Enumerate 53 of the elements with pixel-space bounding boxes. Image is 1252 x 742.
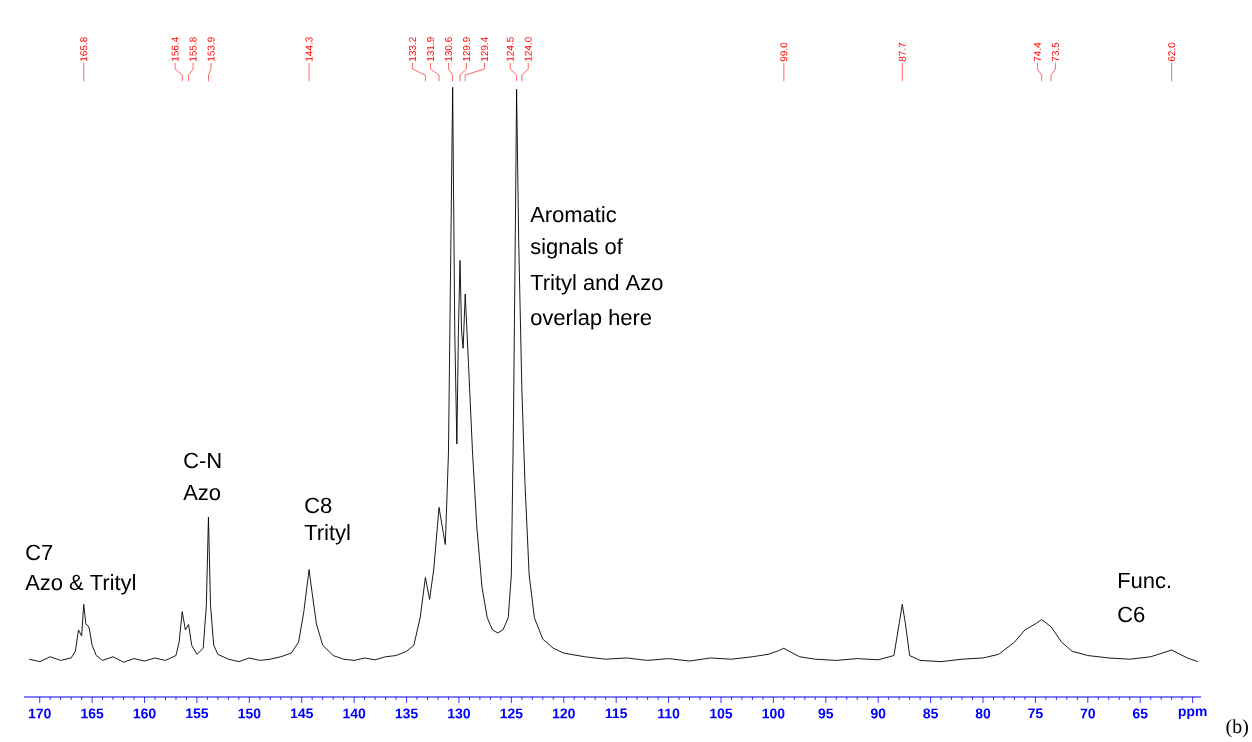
x-tick-label: 165 (81, 708, 104, 719)
annotation: signals of (530, 238, 623, 259)
x-tick-label: 115 (605, 708, 628, 719)
annotation: 155.8 (189, 37, 197, 61)
text: (b) (1226, 719, 1248, 738)
annotation: Trityl and Azo (530, 274, 663, 295)
annotation: 130.6 (444, 37, 452, 61)
annotation: Aromatic (530, 206, 617, 223)
annotation: 156.4 (171, 37, 179, 61)
annotation: 99.0 (780, 42, 788, 62)
annotation: 133.2 (408, 37, 416, 61)
x-tick-label: 110 (658, 708, 680, 719)
annotation: 144.3 (305, 37, 313, 61)
annotation: 131.9 (426, 37, 434, 61)
annotation: 129.9 (462, 37, 470, 61)
annotation: C6 (1118, 606, 1145, 623)
x-tick-label: 155 (186, 708, 209, 719)
annotation: 73.5 (1051, 42, 1059, 62)
annotation: 124.5 (506, 37, 514, 61)
annotation: Trityl (304, 524, 350, 545)
x-tick-label: 150 (238, 708, 261, 719)
x-tick-label: 170 (28, 708, 51, 719)
x-tick-label: 160 (133, 708, 156, 719)
annotation: 153.9 (207, 37, 215, 61)
annotation: 129.4 (480, 37, 488, 61)
annotation: 87.7 (898, 42, 906, 62)
x-tick-label: 95 (818, 708, 834, 719)
x-tick-label: 105 (710, 708, 733, 719)
annotation: C-N (184, 452, 221, 469)
x-tick-label: 145 (290, 708, 313, 719)
x-tick-label: ppm (1178, 708, 1207, 719)
x-tick-label: 135 (395, 708, 418, 719)
x-tick-label: 125 (500, 708, 523, 719)
x-tick-label: 90 (870, 708, 886, 719)
x-tick-label: 140 (343, 708, 366, 719)
annotation: 74.4 (1033, 42, 1041, 62)
x-tick-label: 80 (975, 708, 991, 719)
annotation: C7 (26, 544, 53, 561)
annotation: Func. (1119, 572, 1171, 589)
x-tick-label: 75 (1028, 708, 1043, 719)
x-tick-label: 85 (923, 708, 938, 719)
x-tick-label: 130 (448, 708, 471, 719)
annotation: 62.0 (1168, 42, 1176, 62)
annotation: 124.0 (524, 37, 532, 61)
annotation: C8 (305, 497, 332, 514)
x-tick-label: 100 (762, 708, 785, 719)
annotation: Azo & Trityl (25, 574, 135, 595)
annotation: 165.8 (80, 37, 88, 61)
x-tick-label: 120 (553, 708, 575, 719)
annotation: overlap here (531, 309, 652, 330)
x-tick-label: 70 (1080, 708, 1095, 719)
x-tick-label: 65 (1132, 708, 1148, 719)
annotation: Azo (183, 484, 221, 501)
